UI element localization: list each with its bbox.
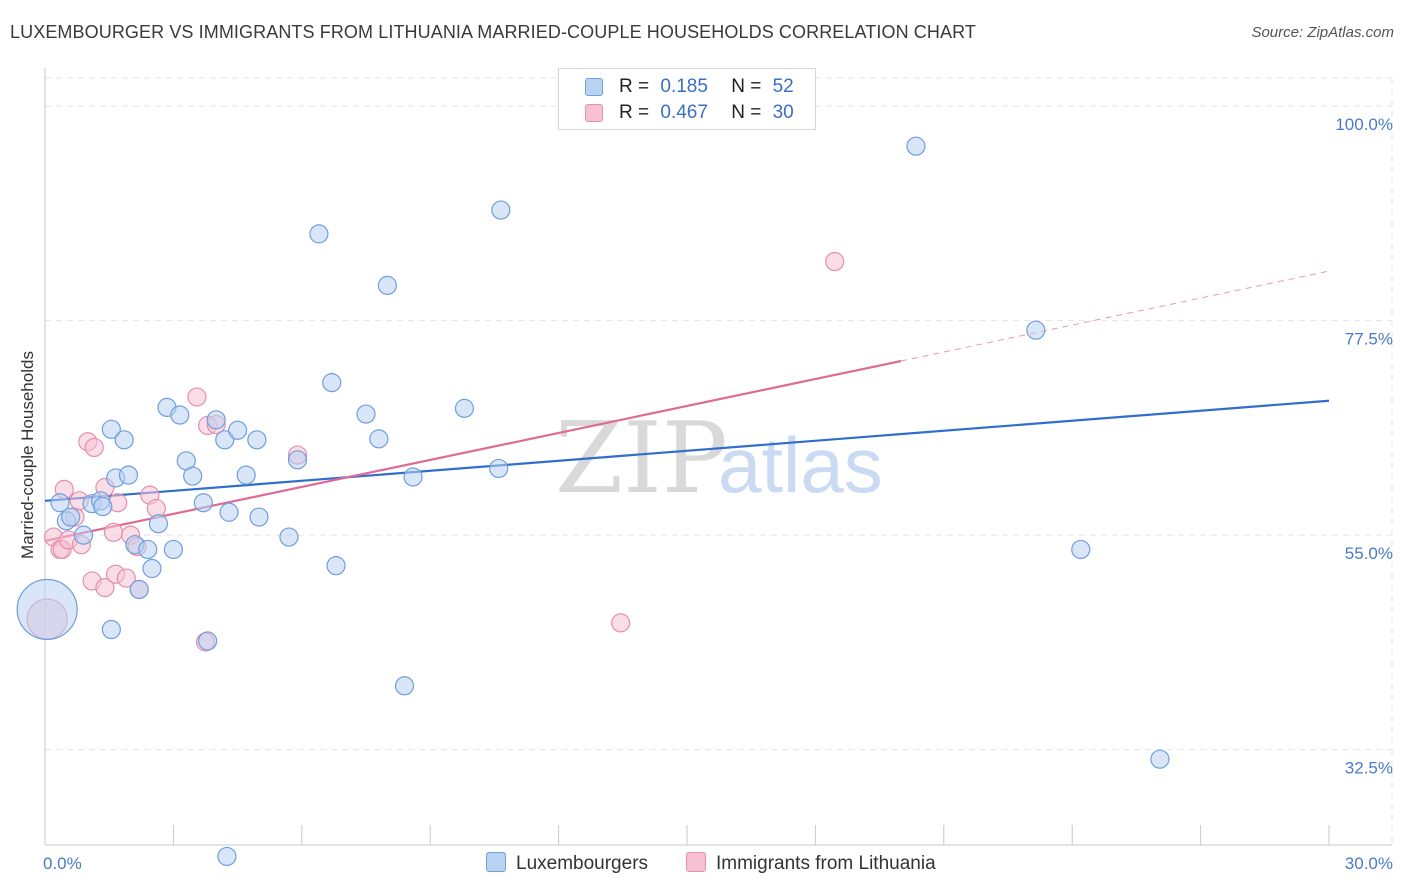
bottom-legend-label-lithuania: Immigrants from Lithuania — [716, 853, 936, 874]
trend-line-luxembourgers — [44, 399, 1330, 502]
legend-r-value: 0.467 — [660, 102, 708, 123]
point-luxembourgers — [356, 404, 376, 424]
trend-lines — [44, 270, 1330, 542]
point-luxembourgers — [219, 502, 239, 522]
point-luxembourgers — [326, 556, 346, 576]
point-luxembourgers — [101, 619, 121, 640]
bottom-legend-lithuania: Immigrants from Lithuania — [686, 852, 936, 875]
point-luxembourgers — [170, 405, 190, 425]
chart-title: LUXEMBOURGER VS IMMIGRANTS FROM LITHUANI… — [10, 22, 976, 42]
point-luxembourgers — [217, 846, 237, 867]
point-luxembourgers — [198, 631, 218, 651]
y-tick-label: 32.5% — [1345, 759, 1393, 778]
point-luxembourgers — [249, 507, 269, 527]
legend-swatch-blue — [585, 78, 603, 96]
point-luxembourgers — [183, 466, 203, 486]
point-luxembourgers — [16, 578, 78, 641]
point-luxembourgers — [61, 507, 81, 527]
point-luxembourgers — [489, 458, 509, 479]
point-luxembourgers — [101, 419, 121, 439]
point-luxembourgers — [377, 275, 397, 295]
axes — [44, 68, 1392, 846]
point-luxembourgers — [491, 200, 511, 220]
x-tick-label-min: 0.0% — [43, 854, 82, 873]
point-luxembourgers — [279, 527, 299, 547]
point-luxembourgers — [236, 465, 256, 485]
point-luxembourgers — [129, 579, 149, 600]
point-luxembourgers — [93, 496, 113, 517]
point-luxembourgers — [309, 224, 329, 244]
x-tick-label-max: 30.0% — [1345, 854, 1393, 873]
point-luxembourgers — [50, 493, 70, 513]
point-luxembourgers — [206, 410, 226, 430]
point-luxembourgers — [247, 430, 267, 450]
source-label: Source: ZipAtlas.com — [1251, 24, 1394, 41]
y-tick-label: 77.5% — [1345, 330, 1393, 349]
point-lithuania — [103, 522, 124, 542]
point-luxembourgers — [228, 420, 248, 440]
legend-n-label: N = — [731, 76, 762, 97]
bottom-legend-swatch-blue — [486, 852, 506, 872]
legend-n-label: N = — [731, 102, 762, 123]
point-luxembourgers — [215, 430, 235, 450]
point-lithuania — [187, 387, 207, 407]
point-luxembourgers — [1026, 320, 1046, 340]
tick-labels: 100.0% 77.5% 55.0% 32.5% 0.0% 30.0% — [43, 115, 1393, 873]
point-lithuania — [116, 568, 136, 588]
point-lithuania — [611, 613, 631, 633]
watermark-atlas: atlas — [718, 421, 883, 509]
legend-n-value: 52 — [772, 76, 794, 97]
bottom-legend-luxembourgers: Luxembourgers — [486, 852, 648, 875]
point-luxembourgers — [369, 429, 389, 449]
data-points — [16, 136, 1170, 867]
point-luxembourgers — [403, 467, 423, 487]
point-luxembourgers — [193, 493, 213, 513]
point-luxembourgers — [1150, 749, 1170, 769]
legend-r-label: R = — [619, 102, 650, 123]
legend-n-value: 30 — [772, 102, 794, 123]
point-luxembourgers — [142, 558, 162, 579]
point-luxembourgers — [138, 539, 158, 560]
point-luxembourgers — [394, 676, 415, 696]
trend-line-lithuania-extension — [900, 270, 1330, 362]
legend-swatch-pink — [585, 104, 603, 122]
point-luxembourgers — [322, 373, 342, 393]
point-luxembourgers — [1071, 539, 1091, 560]
y-tick-label: 55.0% — [1345, 544, 1393, 563]
stats-legend: R = 0.185 N = 52 R = 0.467 N = 30 — [558, 68, 816, 130]
bottom-legend-label-luxembourgers: Luxembourgers — [516, 853, 649, 874]
point-luxembourgers — [163, 539, 183, 560]
bottom-legend-swatch-pink — [686, 852, 706, 872]
point-luxembourgers — [287, 450, 308, 470]
point-luxembourgers — [454, 398, 475, 418]
point-luxembourgers — [118, 465, 139, 485]
y-tick-label: 100.0% — [1335, 115, 1393, 134]
legend-r-value: 0.185 — [660, 76, 708, 97]
trend-line-lithuania — [44, 359, 902, 542]
legend-r-label: R = — [619, 76, 650, 97]
point-luxembourgers — [73, 525, 94, 545]
point-lithuania — [84, 437, 104, 458]
point-luxembourgers — [148, 514, 169, 534]
point-lithuania — [825, 251, 845, 272]
point-luxembourgers — [114, 430, 134, 450]
point-luxembourgers — [906, 136, 926, 156]
point-lithuania — [95, 577, 115, 598]
